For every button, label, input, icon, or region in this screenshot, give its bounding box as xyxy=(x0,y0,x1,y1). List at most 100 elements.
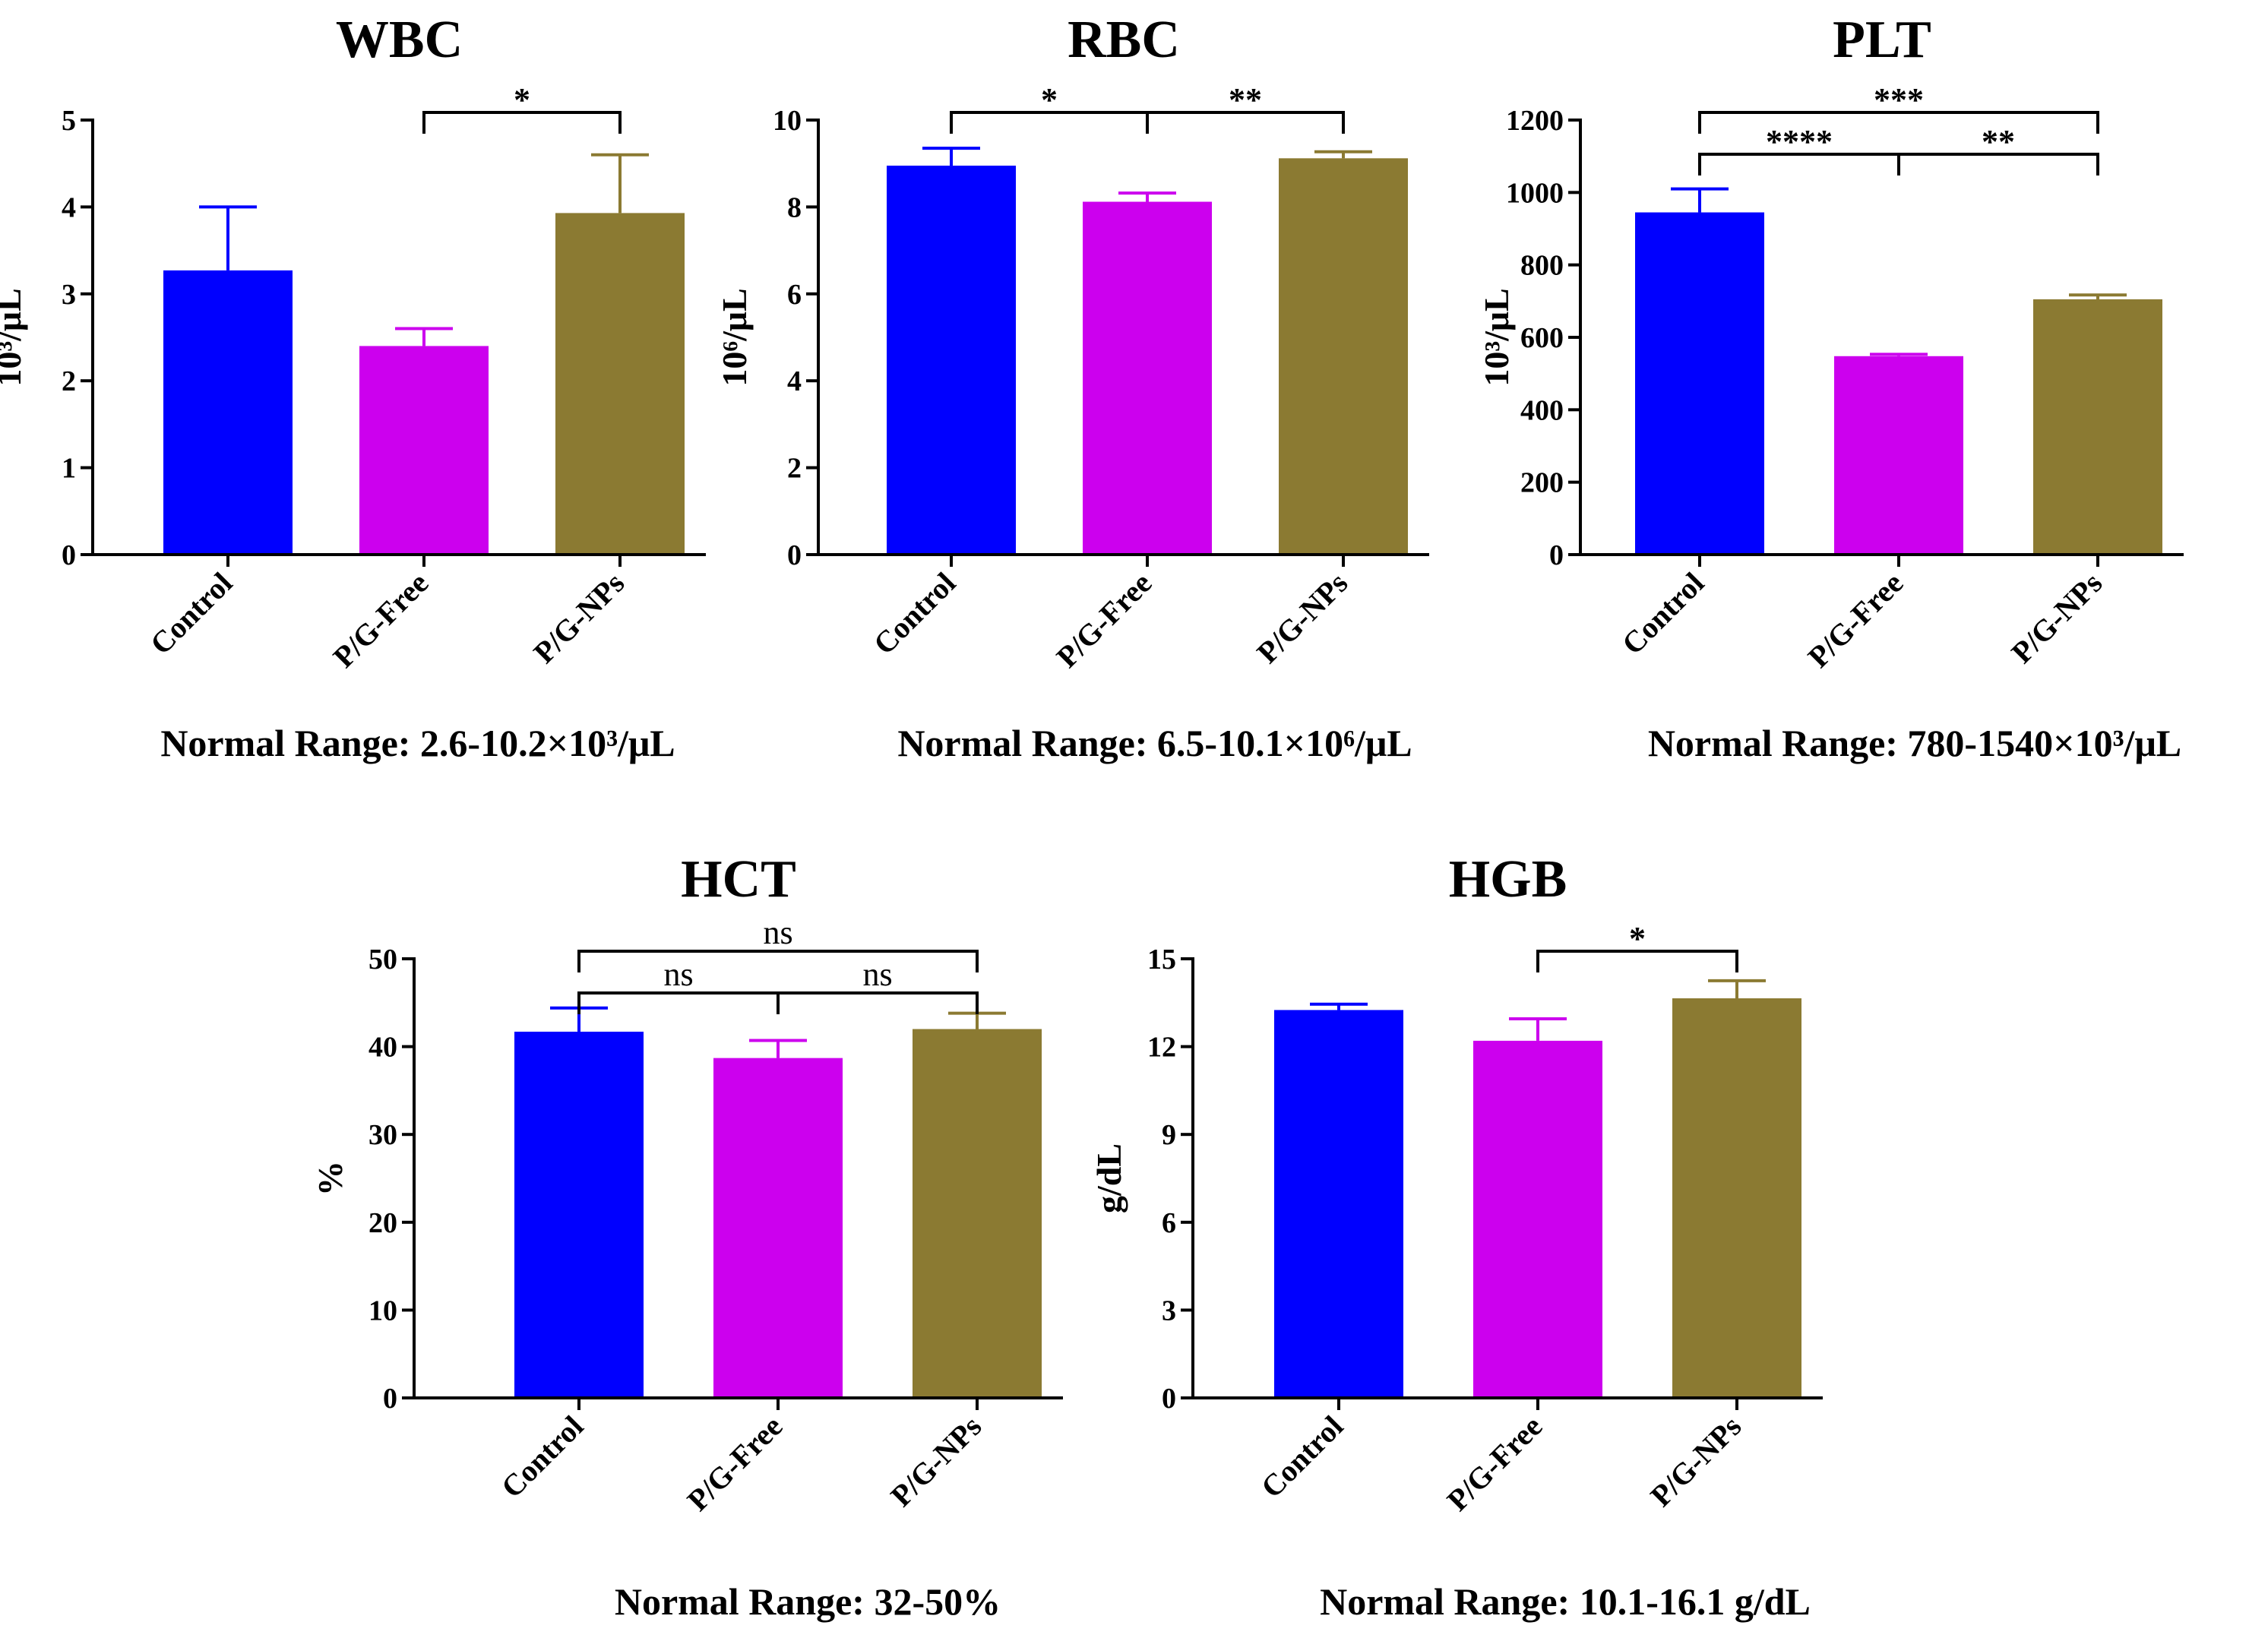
plt-panel: PLT 0 200 400 600 800 1000 1200 Control P/G-Free P… xyxy=(1477,11,2184,764)
plt-category-label: P/G-NPs xyxy=(2004,566,2108,670)
wbc-bar-2 xyxy=(359,346,489,555)
rbc-ytick-label: 8 xyxy=(787,191,802,223)
hct-ytick-label: 40 xyxy=(369,1032,397,1064)
rbc-bar-3 xyxy=(1279,158,1408,555)
hgb-ytick-label: 6 xyxy=(1162,1207,1176,1239)
plt-bar-3 xyxy=(2033,299,2162,555)
wbc-ytick-label: 3 xyxy=(62,279,76,311)
plt-ytick-label: 0 xyxy=(1549,539,1564,571)
wbc-ytick-label: 2 xyxy=(62,365,76,397)
hgb-ytick-label: 3 xyxy=(1162,1295,1176,1327)
hct-sig-label: ns xyxy=(663,956,693,993)
wbc-ytick-label: 5 xyxy=(62,105,76,137)
wbc-category-label: P/G-Free xyxy=(327,566,435,675)
hgb-ytick-label: 15 xyxy=(1147,944,1176,976)
hgb-title: HGB xyxy=(1449,850,1567,909)
hct-ytick-label: 20 xyxy=(369,1207,397,1239)
hct-category-label: P/G-Free xyxy=(681,1409,789,1518)
plt-ytick-label: 800 xyxy=(1520,250,1564,282)
plt-ytick-label: 1000 xyxy=(1506,177,1564,209)
hgb-normal-range: Normal Range: 10.1-16.1 g/dL xyxy=(1320,1580,1811,1623)
hgb-bar-3 xyxy=(1672,998,1801,1398)
rbc-sig-label: * xyxy=(1041,81,1058,119)
wbc-bar-3 xyxy=(555,213,685,555)
rbc-category-label: P/G-Free xyxy=(1050,566,1159,675)
hct-sig-label: ns xyxy=(862,956,892,993)
wbc-title: WBC xyxy=(336,11,463,69)
hgb-sig-bracket xyxy=(1536,950,1738,972)
wbc-category-label: Control xyxy=(144,566,239,662)
plt-ytick-label: 200 xyxy=(1520,467,1564,499)
plt-ytick-label: 400 xyxy=(1520,394,1564,426)
wbc-ytick-label: 1 xyxy=(62,453,76,485)
rbc-category-label: P/G-NPs xyxy=(1250,566,1354,670)
hgb-ytick-label: 12 xyxy=(1147,1032,1176,1064)
wbc-ytick-label: 4 xyxy=(62,191,76,223)
rbc-normal-range: Normal Range: 6.5-10.1×10⁶/μL xyxy=(897,722,1412,764)
hct-bar-1 xyxy=(514,1031,644,1398)
rbc-sig-bracket xyxy=(1146,111,1345,134)
plt-category-label: Control xyxy=(1615,566,1711,662)
wbc-y-label: 10³/μL xyxy=(0,288,28,386)
rbc-category-label: Control xyxy=(867,566,963,662)
hct-sig-label: ns xyxy=(763,914,792,951)
wbc-bar-1 xyxy=(163,270,293,555)
plt-sig-bracket xyxy=(1897,153,2099,176)
wbc-panel: WBC 0 1 2 3 4 5 Control P/G-Free P/G-NPs 10³/μL * No… xyxy=(0,11,706,764)
hct-ytick-label: 10 xyxy=(369,1295,397,1327)
rbc-title: RBC xyxy=(1068,11,1180,69)
hct-sig-bracket xyxy=(577,950,979,972)
rbc-ytick-label: 0 xyxy=(787,539,802,571)
rbc-bar-1 xyxy=(887,166,1016,555)
wbc-ytick-label: 0 xyxy=(62,539,76,571)
rbc-ytick-label: 2 xyxy=(787,453,802,485)
hgb-y-label: g/dL xyxy=(1090,1143,1128,1213)
hgb-ytick-label: 0 xyxy=(1162,1383,1176,1415)
hgb-bar-1 xyxy=(1274,1010,1403,1398)
rbc-ytick-label: 10 xyxy=(773,105,802,137)
hct-category-label: Control xyxy=(495,1409,590,1505)
hgb-bar-2 xyxy=(1473,1040,1602,1398)
wbc-category-label: P/G-NPs xyxy=(527,566,631,670)
hct-normal-range: Normal Range: 32-50% xyxy=(615,1580,1001,1623)
rbc-y-label: 10⁶/μL xyxy=(715,288,754,386)
plt-ytick-label: 600 xyxy=(1520,322,1564,354)
hgb-panel: HGB 0 3 6 9 12 15 Control P/G-Free P/G-NPs g/dL * No… xyxy=(1090,850,1823,1623)
plt-sig-bracket xyxy=(1698,111,2099,134)
hgb-ytick-label: 9 xyxy=(1162,1119,1176,1151)
plt-sig-label: ** xyxy=(1982,123,2015,160)
plt-bar-1 xyxy=(1635,212,1764,555)
hgb-category-label: P/G-Free xyxy=(1441,1409,1549,1518)
plt-normal-range: Normal Range: 780-1540×10³/μL xyxy=(1648,722,2181,764)
rbc-ytick-label: 4 xyxy=(787,365,802,397)
hct-category-label: P/G-NPs xyxy=(884,1409,988,1513)
plt-y-label: 10³/μL xyxy=(1477,288,1516,386)
hct-bar-3 xyxy=(913,1029,1042,1398)
hct-sig-bracket xyxy=(577,991,780,1014)
hgb-category-label: P/G-NPs xyxy=(1643,1409,1748,1513)
hct-ytick-label: 50 xyxy=(369,944,397,976)
hgb-category-label: Control xyxy=(1254,1409,1350,1505)
plt-bar-2 xyxy=(1834,356,1963,555)
plt-sig-label: *** xyxy=(1874,81,1924,119)
plt-category-label: P/G-Free xyxy=(1801,566,1910,675)
rbc-ytick-label: 6 xyxy=(787,279,802,311)
wbc-normal-range: Normal Range: 2.6-10.2×10³/μL xyxy=(160,722,675,764)
hct-ytick-label: 0 xyxy=(383,1383,397,1415)
rbc-bar-2 xyxy=(1083,201,1212,555)
plt-title: PLT xyxy=(1833,11,1931,69)
hct-bar-2 xyxy=(713,1058,843,1398)
hct-panel: HCT 0 10 20 30 40 50 Control P/G-Free P/G-NPs% ns n… xyxy=(311,850,1063,1623)
plt-sig-label: **** xyxy=(1766,123,1833,160)
wbc-sig-bracket xyxy=(422,111,622,134)
hgb-sig-label: * xyxy=(1629,920,1646,957)
rbc-sig-label: ** xyxy=(1229,81,1262,119)
wbc-sig-label: * xyxy=(514,81,530,119)
plt-ytick-label: 1200 xyxy=(1506,105,1564,137)
hct-sig-bracket xyxy=(777,991,979,1014)
hct-ytick-label: 30 xyxy=(369,1119,397,1151)
hct-y-label: % xyxy=(311,1161,350,1196)
